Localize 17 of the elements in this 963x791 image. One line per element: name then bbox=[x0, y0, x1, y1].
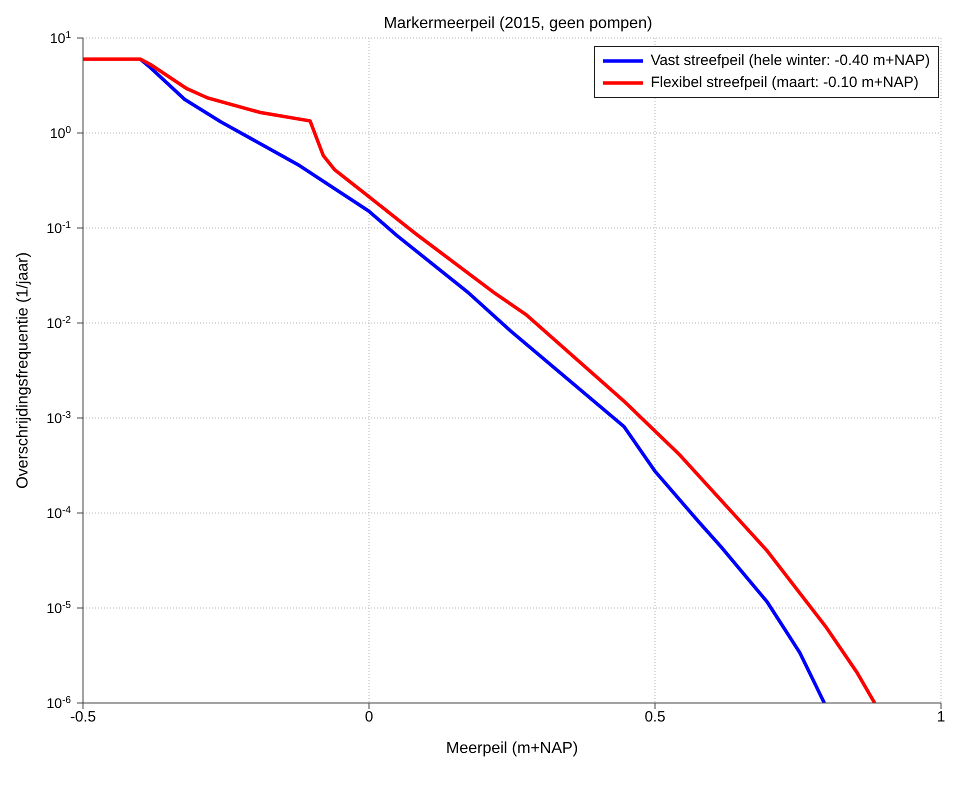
y-tick-label: 10$^{-5}$ bbox=[46, 600, 72, 616]
x-axis-title: Meerpeil (m+NAP) bbox=[446, 740, 578, 757]
y-tick-label: 10$^{-1}$ bbox=[46, 220, 72, 236]
x-tick-label: 1 bbox=[936, 708, 946, 726]
y-tick-label: 10$^{-2}$ bbox=[46, 314, 72, 331]
legend-label: Flexibel streefpeil (maart: -0.10 m+NAP) bbox=[650, 73, 919, 93]
x-tick-label: -0.5 bbox=[70, 708, 96, 726]
y-tick-label: 10$^{-3}$ bbox=[46, 410, 72, 426]
x-tick-label: 0.5 bbox=[644, 708, 666, 726]
y-tick-label: 10$^{1}$ bbox=[50, 30, 72, 46]
y-tick-label: 10$^{-6}$ bbox=[46, 694, 72, 711]
y-tick-label: 10$^{0}$ bbox=[50, 124, 72, 141]
y-tick-label: 10$^{-4}$ bbox=[46, 504, 72, 521]
y-axis-title: Overschrijdingsfrequentie (1/jaar) bbox=[14, 252, 32, 489]
x-tick-label: 0 bbox=[364, 708, 374, 726]
chart-title: Markermeerpeil (2015, geen pompen) bbox=[384, 15, 652, 32]
legend-label: Vast streefpeil (hele winter: -0.40 m+NAP) bbox=[650, 51, 930, 71]
